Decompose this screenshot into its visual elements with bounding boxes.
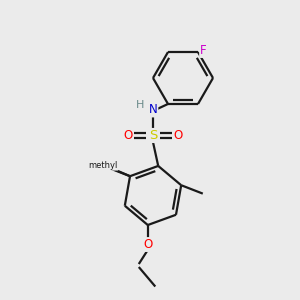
Text: N: N: [148, 103, 158, 116]
Text: O: O: [174, 129, 183, 142]
Text: F: F: [200, 44, 207, 57]
Text: S: S: [149, 129, 157, 142]
Text: O: O: [123, 129, 132, 142]
Text: H: H: [136, 100, 144, 110]
Text: methyl: methyl: [88, 161, 118, 170]
Text: O: O: [143, 238, 152, 251]
